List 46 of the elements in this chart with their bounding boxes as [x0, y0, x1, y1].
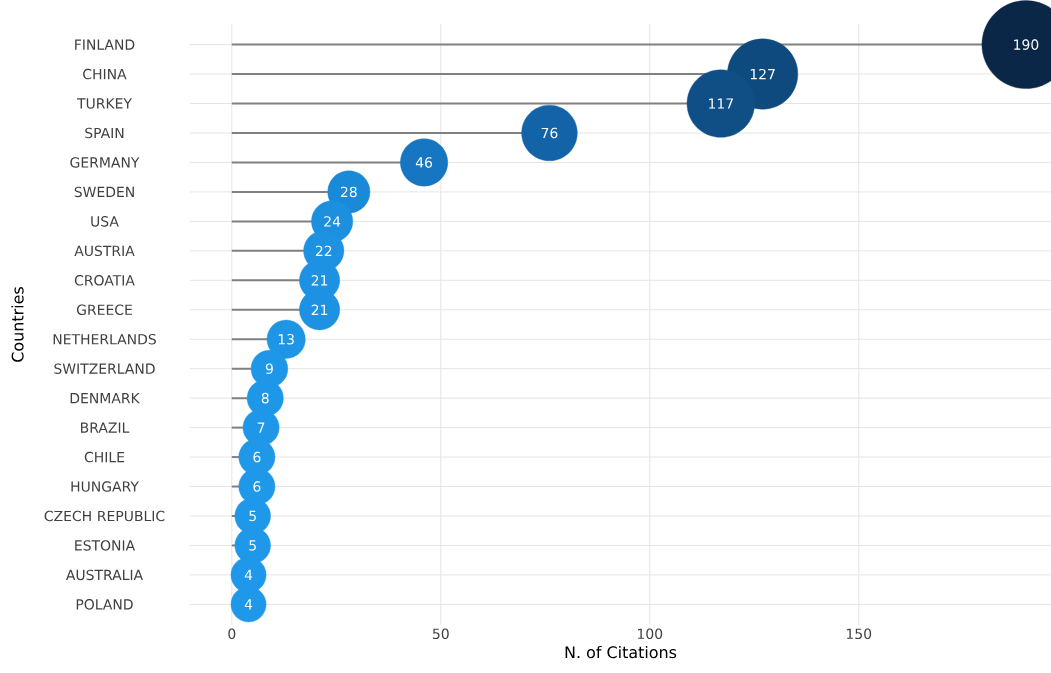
x-tick-label: 50: [432, 628, 449, 640]
y-tick-label: CHILE: [84, 451, 125, 463]
y-tick-label: TURKEY: [76, 98, 132, 109]
data-label: 13: [278, 333, 294, 345]
y-tick-label: AUSTRALIA: [65, 569, 143, 581]
y-tick-label: DENMARK: [70, 393, 140, 404]
data-label: 28: [340, 186, 357, 198]
y-tick-label: AUSTRIA: [74, 245, 135, 257]
data-label: 9: [265, 363, 273, 374]
x-tick-label: 100: [637, 628, 663, 640]
y-tick-label: POLAND: [76, 599, 133, 610]
data-label: 5: [249, 540, 256, 551]
data-label: 8: [261, 392, 269, 404]
data-label: 4: [244, 569, 253, 580]
data-label: 7: [257, 422, 265, 433]
y-axis-title: Countries: [11, 287, 24, 362]
data-label: 190: [1014, 39, 1039, 50]
y-tick-label: SWITZERLAND: [54, 363, 155, 374]
x-tick-label: 150: [846, 628, 872, 640]
y-tick-label: NETHERLANDS: [53, 333, 156, 345]
y-tick-label: GREECE: [76, 304, 132, 316]
y-tick-label: FINLAND: [75, 39, 135, 50]
data-label: 6: [253, 451, 261, 463]
data-label: 6: [253, 481, 261, 492]
data-label: 21: [311, 304, 328, 315]
data-label: 24: [324, 216, 341, 227]
x-axis-title: N. of Citations: [565, 645, 677, 659]
data-label: 21: [311, 275, 328, 286]
data-label: 117: [709, 98, 733, 109]
y-tick-label: USA: [91, 216, 119, 227]
data-label: 46: [415, 157, 433, 168]
y-tick-label: SPAIN: [85, 127, 124, 139]
y-tick-label: CHINA: [83, 68, 127, 80]
y-tick-label: SWEDEN: [74, 186, 134, 198]
y-tick-label: GERMANY: [70, 157, 140, 168]
x-tick-label: 0: [228, 628, 236, 640]
y-tick-label: BRAZIL: [81, 422, 130, 433]
data-label: 127: [750, 68, 775, 80]
data-label: 22: [315, 245, 332, 257]
data-label: 5: [249, 510, 256, 522]
data-label: 76: [541, 127, 558, 139]
y-tick-label: ESTONIA: [75, 540, 135, 551]
y-tick-label: CZECH REPUBLIC: [44, 510, 165, 522]
y-tick-label: HUNGARY: [71, 481, 139, 492]
data-label: 4: [244, 599, 253, 610]
y-tick-label: CROATIA: [74, 275, 135, 286]
